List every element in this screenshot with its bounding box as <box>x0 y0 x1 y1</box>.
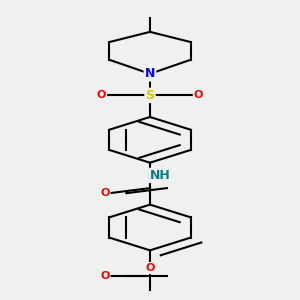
Text: N: N <box>145 67 155 80</box>
Text: O: O <box>194 90 203 100</box>
Text: O: O <box>97 90 106 100</box>
Text: O: O <box>145 263 155 273</box>
Text: O: O <box>100 271 110 281</box>
Text: S: S <box>146 89 154 102</box>
Text: NH: NH <box>150 169 171 182</box>
Text: O: O <box>100 188 110 198</box>
